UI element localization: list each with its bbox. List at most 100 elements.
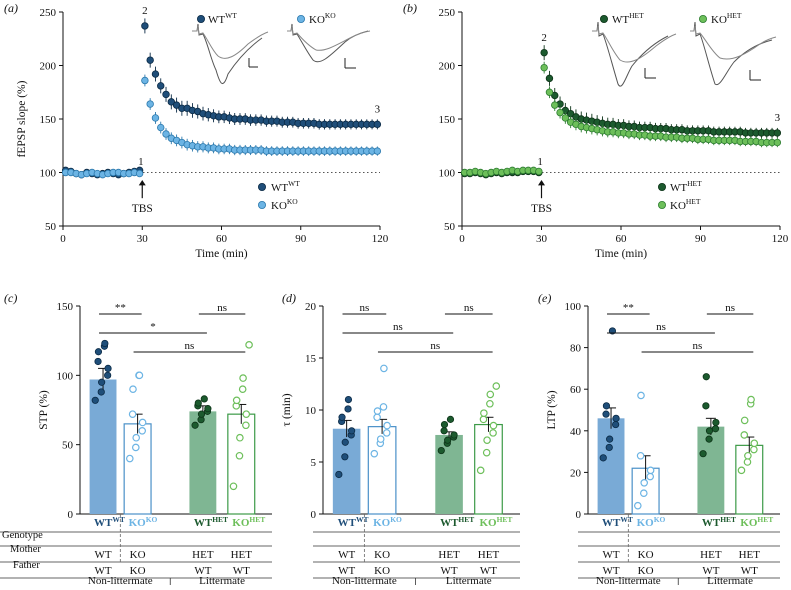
significance-label: ** xyxy=(115,302,126,314)
y-tick-label: 0 xyxy=(576,509,582,521)
genotype-label-ko_het: KOHET xyxy=(740,515,773,529)
data-point-ko_het xyxy=(483,436,491,444)
group-label-non-littermate: Non-littermate xyxy=(596,575,661,585)
tbs-label: TBS xyxy=(531,203,552,215)
y-axis-title: LTP (%) xyxy=(546,390,558,429)
significance-label: ns xyxy=(185,340,195,352)
data-point-wt_het xyxy=(444,436,452,444)
inset-marker-ko-ko xyxy=(296,14,305,23)
data-point-wt_wt xyxy=(104,364,112,372)
x-tick-label: 120 xyxy=(372,233,389,245)
data-point-ko_ko xyxy=(640,478,649,487)
significance-label: ** xyxy=(623,302,634,314)
y-tick-label: 150 xyxy=(40,114,57,126)
data-point-ko_ko xyxy=(138,426,147,435)
data-point-wt_het xyxy=(437,446,445,455)
father-cell: KO xyxy=(374,565,390,577)
data-point-wt_wt xyxy=(344,395,353,404)
data-point-wt_het xyxy=(440,427,448,435)
data-point-ko_het xyxy=(486,390,495,399)
y-tick-label: 5 xyxy=(311,457,317,469)
father-cell: KO xyxy=(130,565,146,577)
legend-label-ko-het: KOHET xyxy=(670,197,701,212)
data-point-ko_het xyxy=(740,416,749,425)
inset-marker-wt-wt xyxy=(196,14,205,23)
data-point-wt_het xyxy=(773,129,782,137)
father-cell: WT xyxy=(194,565,211,577)
inset-label-ko-ko: KOKO xyxy=(309,11,336,26)
data-point-wt_het xyxy=(702,373,710,381)
data-point-ko_ko xyxy=(138,418,147,427)
inset-trace-wt-wt-base xyxy=(192,25,269,59)
group-label-littermate: Littermate xyxy=(707,575,753,585)
data-point-wt_het xyxy=(545,74,554,83)
x-tick-label: 60 xyxy=(216,233,228,245)
data-point-wt_wt xyxy=(338,413,346,421)
data-point-wt_het xyxy=(194,399,202,407)
legend-marker-ko-ko xyxy=(257,200,266,209)
data-point-ko_het xyxy=(229,482,238,491)
data-point-ko_het xyxy=(476,466,485,475)
data-point-ko_ko xyxy=(128,410,137,418)
data-point-ko_het xyxy=(489,421,498,430)
significance-label: ns xyxy=(464,302,474,314)
data-point-wt_wt xyxy=(141,22,149,30)
data-point-ko_het xyxy=(245,341,253,349)
data-point-ko_het xyxy=(545,88,554,96)
data-point-ko_het xyxy=(744,451,752,460)
data-point-wt_het xyxy=(200,395,208,403)
significance-label: ns xyxy=(217,302,227,314)
data-point-ko_het xyxy=(492,382,501,390)
data-point-wt_wt xyxy=(94,357,102,366)
panel-d-label: (d) xyxy=(282,291,296,305)
group-label-non-littermate: Non-littermate xyxy=(88,575,153,585)
data-point-wt_het xyxy=(712,418,720,427)
y-tick-label: 15 xyxy=(305,353,317,365)
data-point-ko_het xyxy=(482,448,491,457)
panel-a-legend: WTWT KOKO xyxy=(257,179,300,212)
data-point-ko_het xyxy=(740,431,749,439)
data-point-ko_ko xyxy=(373,147,382,155)
y-tick-label: 200 xyxy=(439,61,456,73)
data-point-ko_het xyxy=(743,458,752,466)
row-head-mother: Mother xyxy=(10,544,41,555)
x-tick-label: 30 xyxy=(137,233,149,245)
y-tick-label: 100 xyxy=(565,301,582,313)
mother-cell: WT xyxy=(602,549,619,561)
genotype-label-ko_ko: KOKO xyxy=(637,515,666,529)
father-cell: WT xyxy=(480,565,497,577)
data-point-ko_ko xyxy=(373,407,382,415)
y-tick-label: 200 xyxy=(40,61,57,73)
father-cell: WT xyxy=(602,565,619,577)
genotype-label-wt_het: WTHET xyxy=(440,515,474,529)
x-tick-label: 120 xyxy=(772,233,789,245)
y-tick-label: 100 xyxy=(57,370,74,382)
y-tick-label: 80 xyxy=(570,343,582,355)
data-point-ko_ko xyxy=(382,429,391,437)
data-point-ko_het xyxy=(737,466,746,475)
significance-label: ns xyxy=(393,321,403,333)
x-tick-label: 0 xyxy=(459,233,465,245)
timepoint-label-1: 1 xyxy=(537,156,543,168)
tbs-label: TBS xyxy=(132,203,153,215)
data-point-ko_ko xyxy=(135,169,144,178)
data-point-ko_ko xyxy=(132,433,141,442)
data-point-wt_wt xyxy=(602,402,611,410)
bar-wt_het xyxy=(435,434,463,514)
data-point-wt_wt xyxy=(612,414,620,422)
genotype-label-wt_het: WTHET xyxy=(194,515,228,529)
panel-b-label: (b) xyxy=(403,1,417,15)
data-point-ko_het xyxy=(551,101,559,109)
data-point-ko_ko xyxy=(157,123,165,132)
data-point-wt_wt xyxy=(344,405,352,413)
data-point-ko_het xyxy=(242,421,250,430)
significance-label: ns xyxy=(430,340,440,352)
data-point-ko_ko xyxy=(646,466,655,475)
data-point-wt_wt xyxy=(172,101,181,109)
x-tick-label: 60 xyxy=(616,233,628,245)
data-point-wt_wt xyxy=(335,470,343,479)
row-head-father: Father xyxy=(13,560,40,571)
data-point-ko_het xyxy=(747,395,755,404)
mother-cell: HET xyxy=(231,549,253,561)
